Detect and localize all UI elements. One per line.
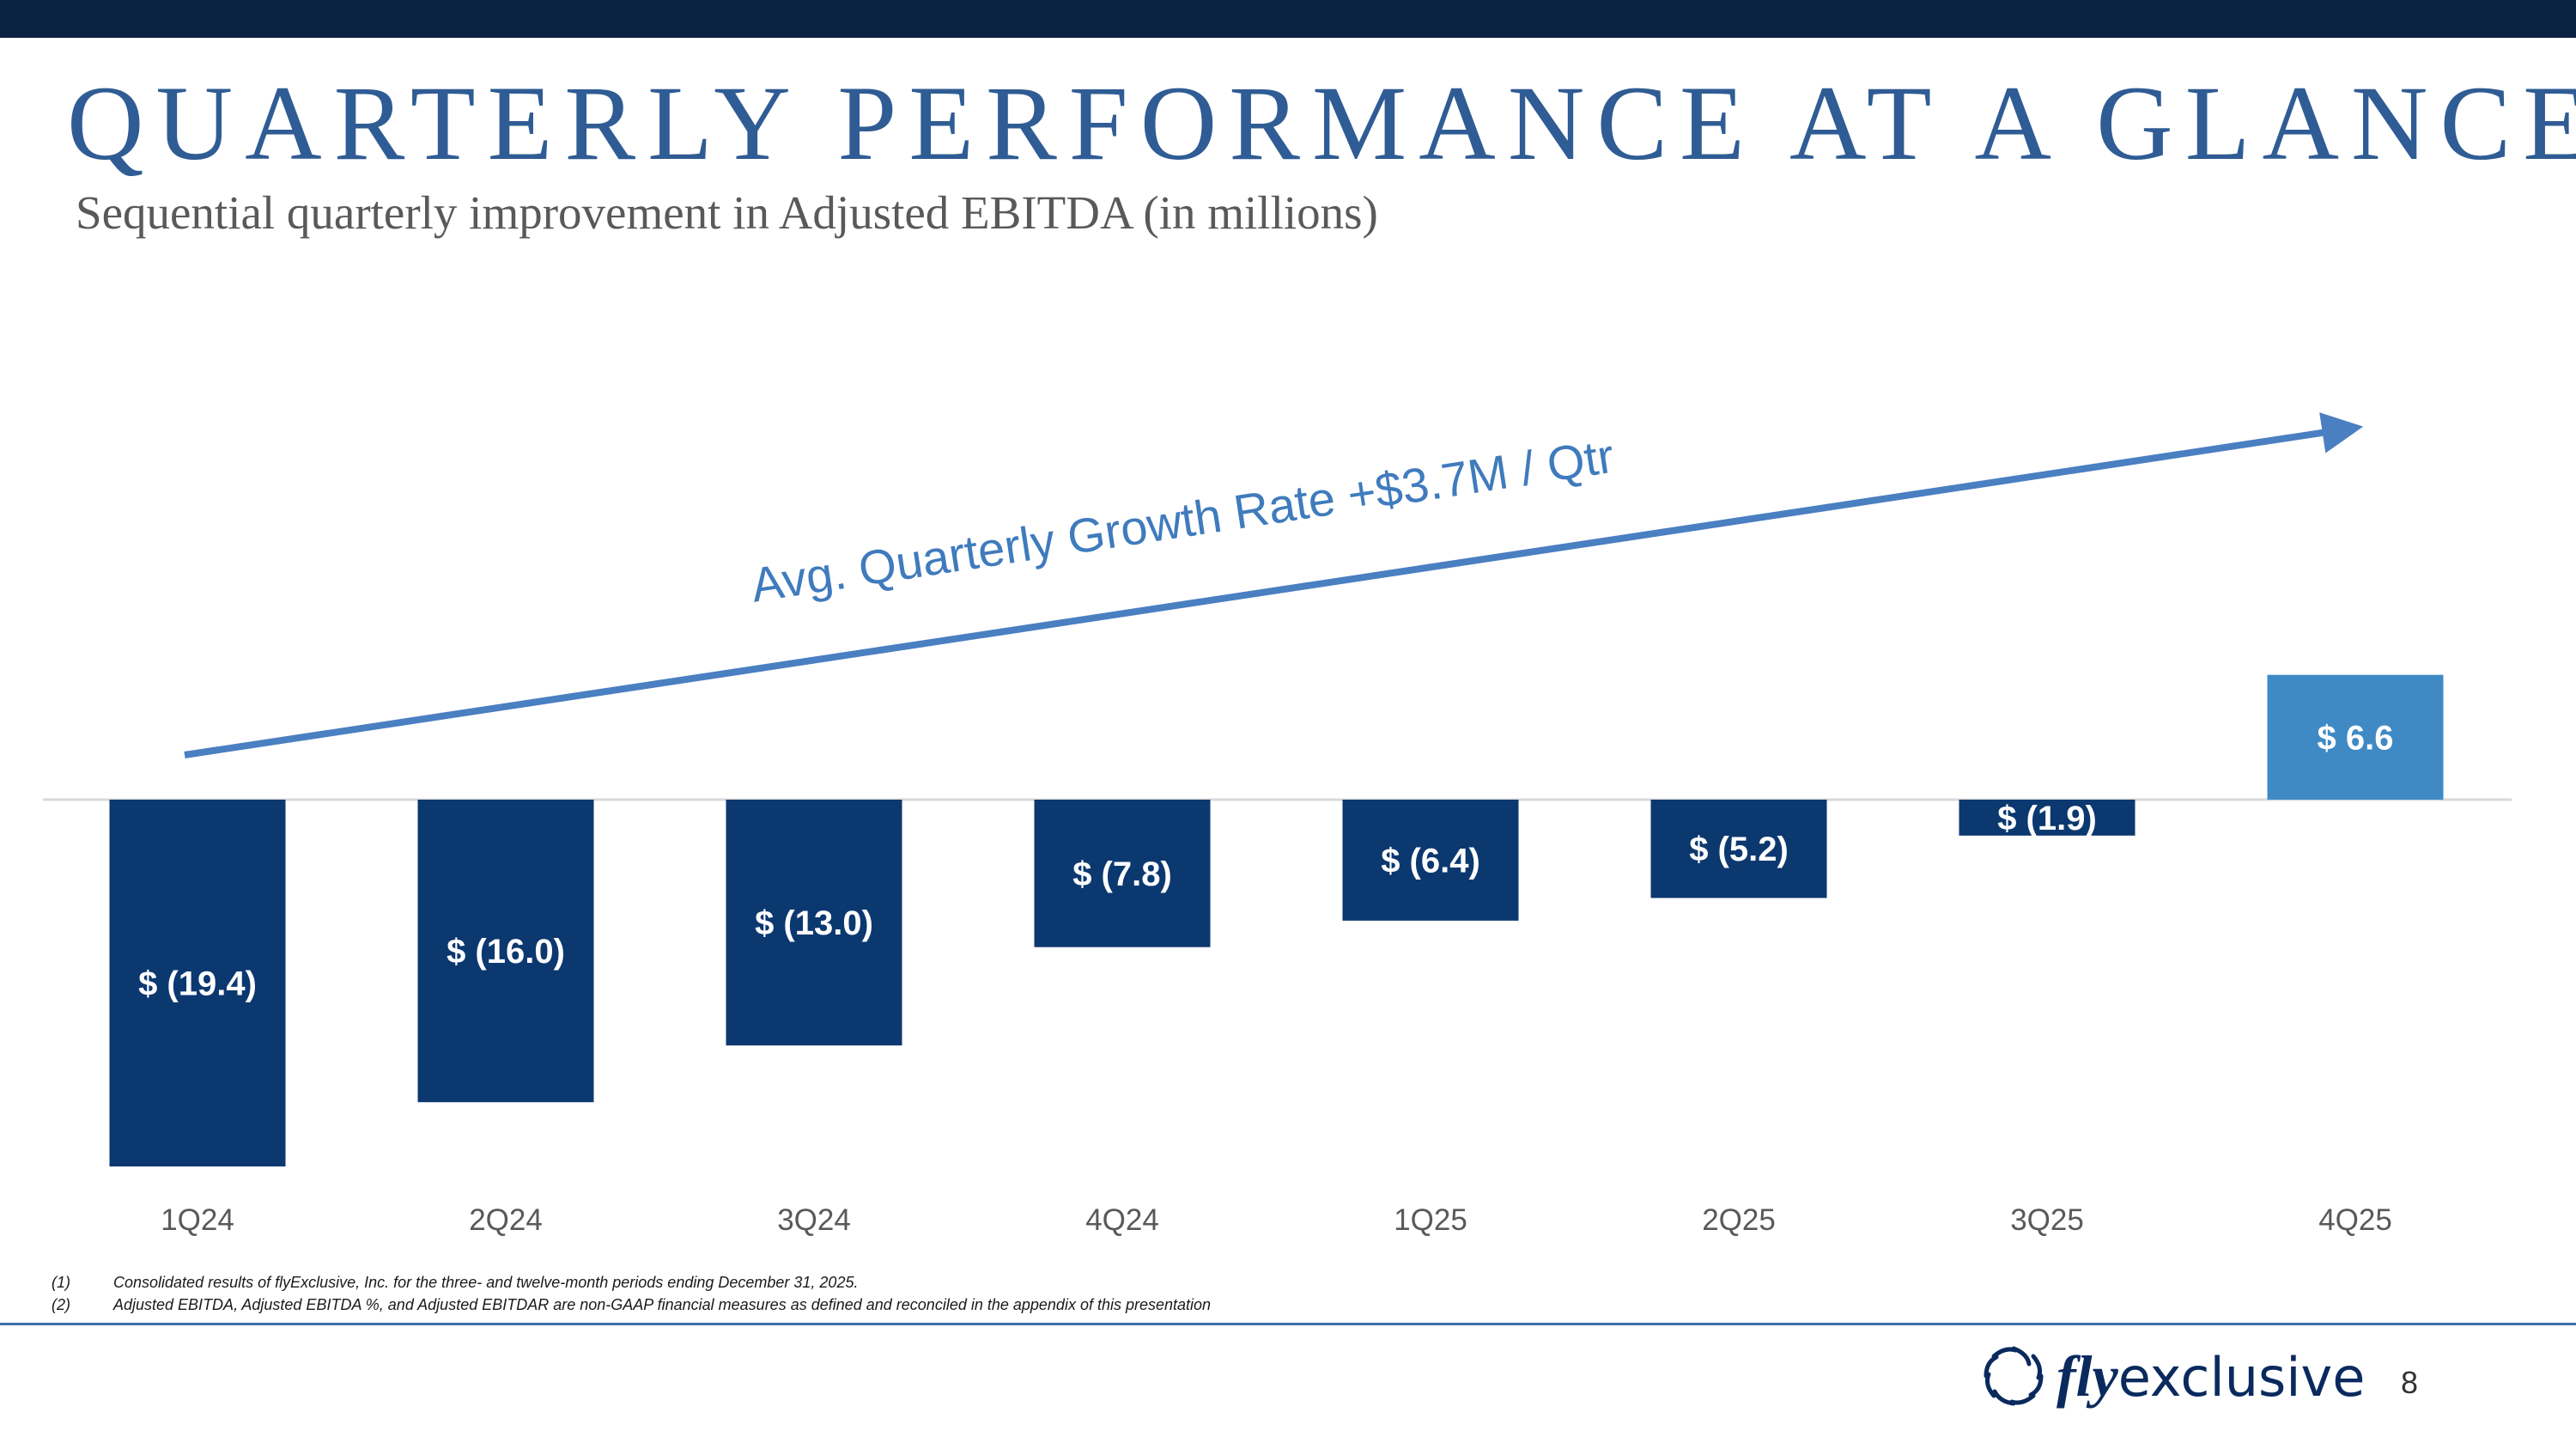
bar-2Q25 (1650, 800, 1827, 898)
page-title: QUARTERLY PERFORMANCE AT A GLANCE (67, 64, 2576, 182)
flyexclusive-logo: flyexclusive (1979, 1342, 2365, 1410)
data-label-4Q25: $ 6.6 (2318, 719, 2394, 757)
page-subtitle: Sequential quarterly improvement in Adju… (76, 186, 1378, 239)
data-label-4Q24: $ (7.8) (1072, 855, 1172, 893)
logo-exclusive: exclusive (2117, 1346, 2366, 1409)
footnotes: (1) Consolidated results of flyExclusive… (52, 1271, 2456, 1316)
footnote-number: (2) (52, 1296, 70, 1313)
x-tick-label-4Q24: 4Q24 (1085, 1203, 1159, 1237)
bar-3Q25 (1959, 800, 2136, 836)
x-tick-label-2Q25: 2Q25 (1702, 1203, 1776, 1237)
x-tick-label-3Q24: 3Q24 (777, 1203, 851, 1237)
footnote-2: (2) Adjusted EBITDA, Adjusted EBITDA %, … (52, 1294, 2456, 1316)
labels-layer: $ (19.4) $ (16.0) $ (13.0) $ (7.8) $ (6.4) $ … (138, 719, 2393, 1002)
x-tick-label-2Q24: 2Q24 (469, 1203, 543, 1237)
x-tick-label-4Q25: 4Q25 (2318, 1203, 2392, 1237)
turbine-swirl-icon (1984, 1346, 2044, 1406)
data-label-3Q24: $ (13.0) (755, 904, 873, 942)
footnote-number: (1) (52, 1274, 70, 1291)
bar-1Q24 (109, 800, 286, 1167)
bars-layer (109, 674, 2444, 1167)
footnote-text: Consolidated results of flyExclusive, In… (113, 1274, 859, 1291)
bar-3Q24 (726, 800, 902, 1046)
data-label-1Q24: $ (19.4) (138, 965, 257, 1003)
bar-2Q24 (417, 800, 594, 1103)
x-tick-label-1Q24: 1Q24 (161, 1203, 234, 1237)
footer-divider (0, 1323, 2576, 1325)
logo-fly: fly (2057, 1343, 2118, 1409)
bar-4Q24 (1034, 800, 1211, 947)
data-label-1Q25: $ (6.4) (1381, 842, 1480, 880)
growth-rate-annotation: Avg. Quarterly Growth Rate +$3.7M / Qtr (748, 429, 1618, 612)
data-label-2Q25: $ (5.2) (1689, 831, 1789, 868)
x-tick-label-3Q25: 3Q25 (2010, 1203, 2084, 1237)
bar-1Q25 (1342, 800, 1519, 921)
x-tick-label-1Q25: 1Q25 (1394, 1203, 1467, 1237)
footnote-text: Adjusted EBITDA, Adjusted EBITDA %, and … (113, 1296, 1212, 1313)
data-label-3Q25: $ (1.9) (1997, 800, 2097, 837)
logo-wordmark: flyexclusive (2057, 1347, 2365, 1405)
footnote-1: (1) Consolidated results of flyExclusive… (52, 1271, 2456, 1294)
top-bar (0, 0, 2576, 38)
ticks-layer: 1Q24 2Q24 3Q24 4Q24 1Q25 2Q25 3Q25 4Q25 (161, 1203, 2392, 1237)
bar-4Q25 (2267, 674, 2444, 800)
page-number: 8 (2401, 1365, 2419, 1400)
growth-trend-arrow (184, 412, 2364, 758)
data-label-2Q24: $ (16.0) (447, 933, 565, 971)
